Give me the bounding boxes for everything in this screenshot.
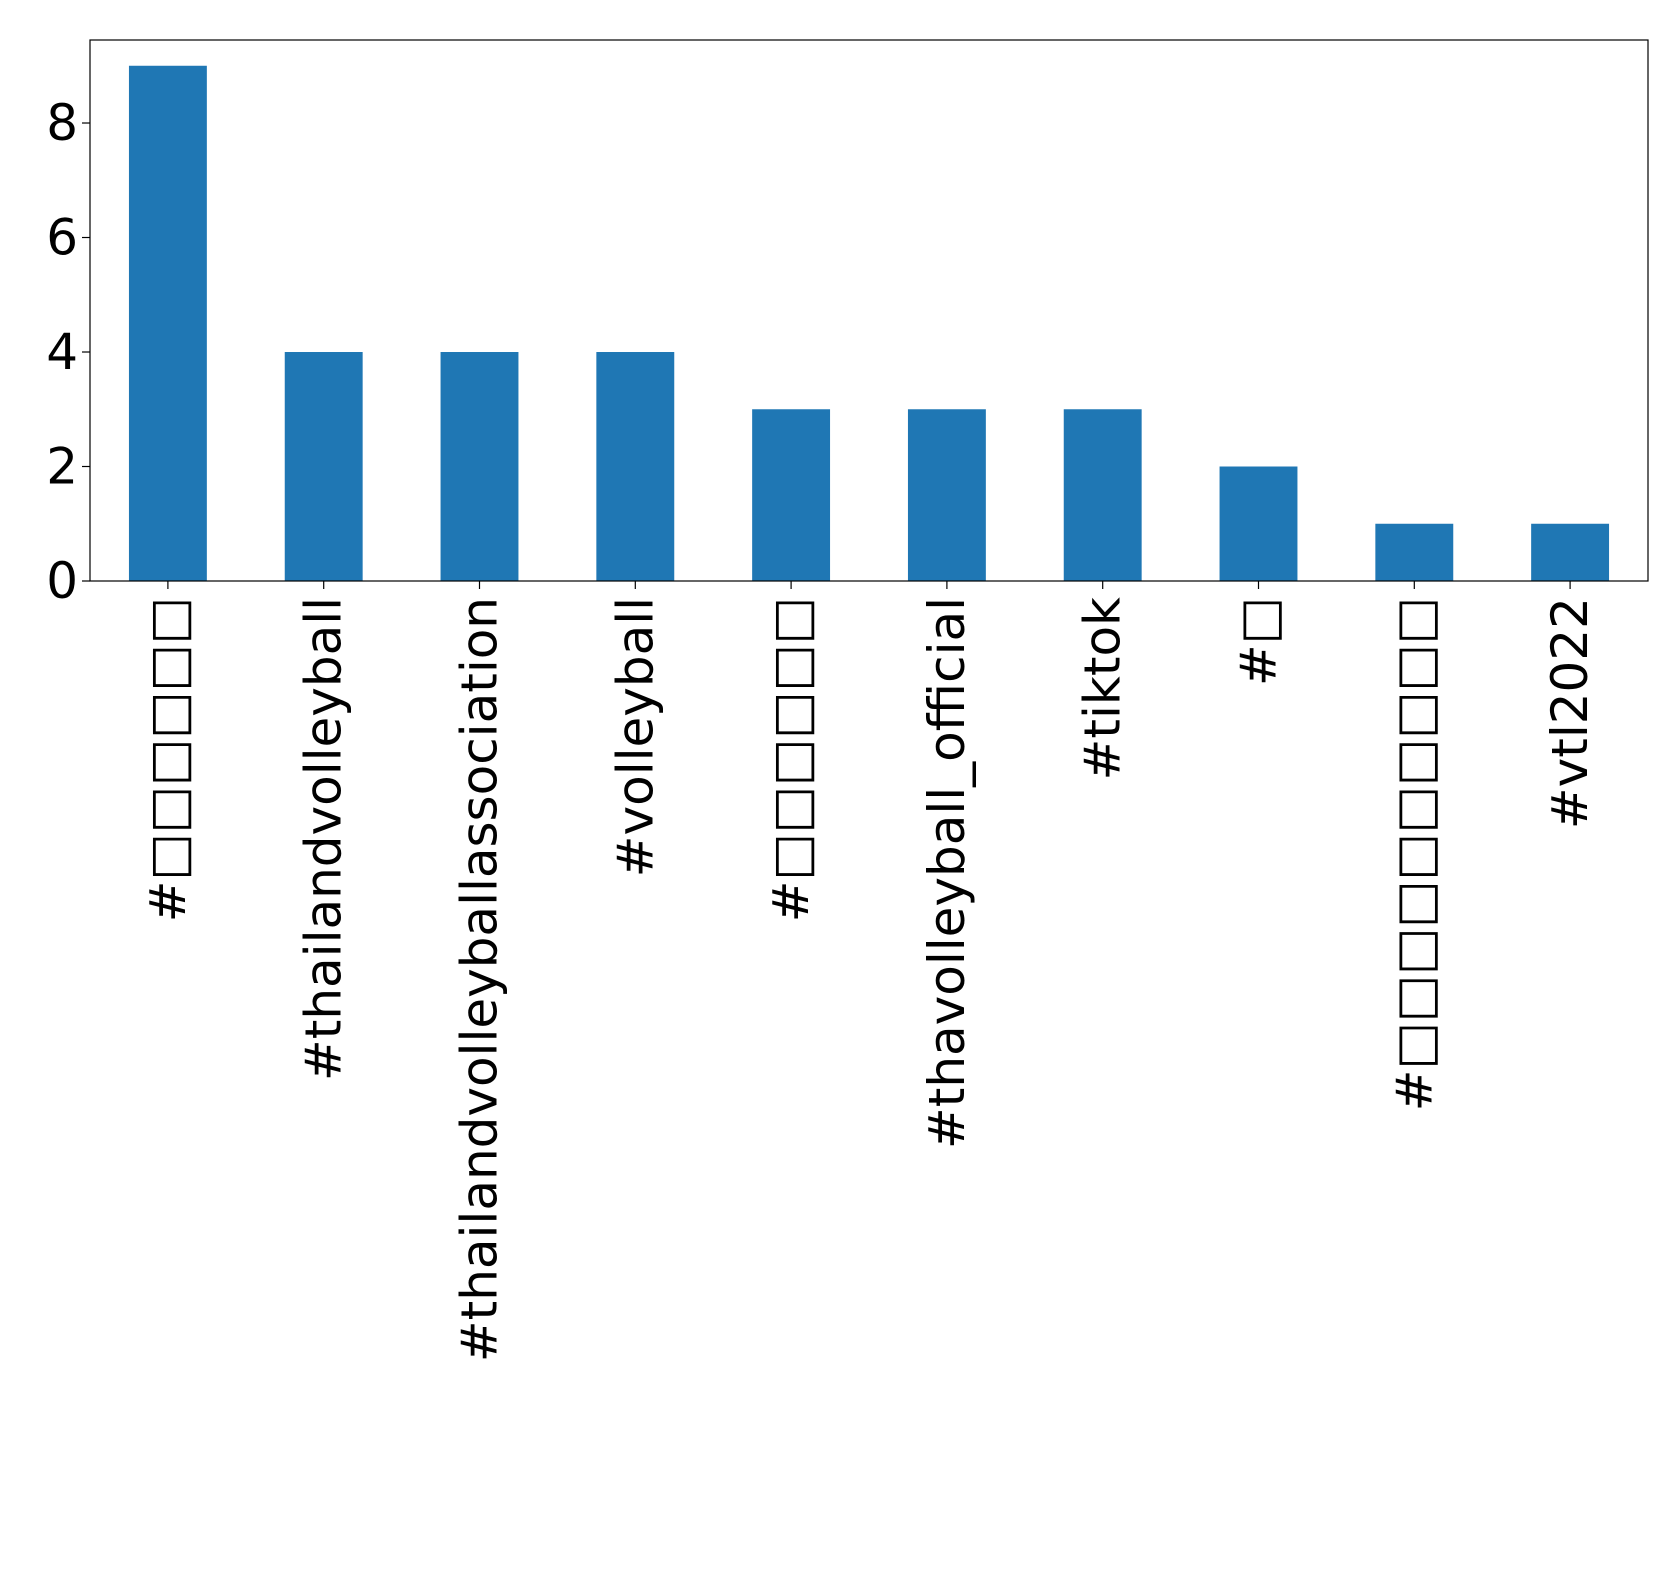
bar bbox=[284, 352, 363, 581]
bar bbox=[128, 65, 207, 581]
x-tick-label: #□□□□□□□□□□ bbox=[1385, 597, 1443, 1111]
x-tick-label: #thailandvolleyballassociation bbox=[451, 597, 509, 1362]
y-tick-label: 6 bbox=[46, 209, 78, 267]
bar bbox=[1219, 466, 1298, 581]
x-tick-label: #thavolleyball_official bbox=[918, 597, 976, 1149]
bar bbox=[596, 352, 675, 581]
bar bbox=[440, 352, 519, 581]
x-tick-label: #volleyball bbox=[606, 597, 664, 877]
bar bbox=[752, 409, 831, 581]
x-tick-label: #thailandvolleyball bbox=[295, 597, 353, 1081]
bar bbox=[907, 409, 986, 581]
y-tick-label: 2 bbox=[46, 438, 78, 496]
y-axis: 0 2 4 6 8 bbox=[46, 94, 90, 610]
x-tick-label: #□□□□□□ bbox=[762, 597, 820, 922]
bar bbox=[1063, 409, 1142, 581]
x-tick-label: #tiktok bbox=[1074, 597, 1132, 781]
bar bbox=[1531, 523, 1610, 581]
x-axis: #□□□□□□ #thailandvolleyball #thailandvolle… bbox=[139, 581, 1599, 1362]
x-tick-label: #vtl2022 bbox=[1541, 597, 1599, 829]
y-tick-label: 4 bbox=[46, 323, 78, 381]
y-tick-label: 8 bbox=[46, 94, 78, 152]
x-tick-label: #□□□□□□ bbox=[139, 597, 197, 922]
bar bbox=[1375, 523, 1454, 581]
plot-frame bbox=[89, 39, 1649, 582]
bars-layer bbox=[128, 65, 1610, 581]
y-tick-label: 0 bbox=[46, 552, 78, 610]
x-tick-label: #□ bbox=[1230, 597, 1288, 686]
